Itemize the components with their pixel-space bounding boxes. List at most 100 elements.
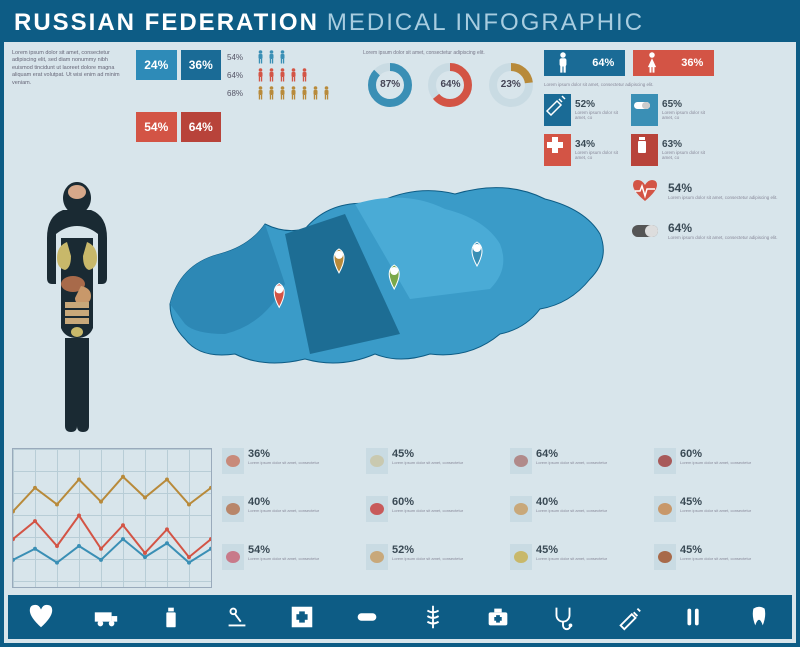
stat-box-2: 54% [136,112,177,142]
body-column [12,174,142,444]
people-row: 64% [227,68,357,82]
spleen-icon [654,448,676,474]
person-icon [301,86,308,100]
brain-icon [222,448,244,474]
cross-icon [544,134,571,166]
gender-male: 64% [544,50,625,76]
organ-stat: 36%Lorem ipsum dolor sit amet, consectet… [222,448,356,492]
heart-icon [628,174,662,208]
kidneys-icon [222,496,244,522]
organ-stat: 60%Lorem ipsum dolor sit amet, consectet… [366,496,500,540]
people-rows: 54% 64% 68% [227,50,357,170]
female-icon [644,52,660,74]
russia-map [150,174,620,404]
donut: 64% [426,61,474,109]
human-body-figure [17,174,137,444]
gender-sub: Lorem ipsum dolor sit amet, consectetur … [544,82,714,88]
med-mini: 34%Lorem ipsum dolor sit amet, co [544,134,627,166]
colon-icon [366,544,388,570]
organ-stat: 40%Lorem ipsum dolor sit amet, consectet… [222,496,356,540]
med-mini: 63%Lorem ipsum dolor sit amet, co [631,134,714,166]
organ-intestine-icon [65,302,89,324]
lower-row: 36%Lorem ipsum dolor sit amet, consectet… [4,444,796,588]
organ-stat: 54%Lorem ipsum dolor sit amet, consectet… [222,544,356,588]
donut: 87% [366,61,414,109]
stethoscope-icon [548,602,578,632]
right-column: 54%Lorem ipsum dolor sit amet, consectet… [628,174,788,444]
person-icon [268,68,275,82]
syringe-icon [544,94,571,126]
chart-series [13,539,211,563]
title-bold: RUSSIAN FEDERATION [14,9,319,37]
bladder-icon [510,544,532,570]
organ-stat: 52%Lorem ipsum dolor sit amet, consectet… [366,544,500,588]
chart-series [13,477,211,512]
person-icon [301,68,308,82]
donut-row: 87%64% 23% [363,61,538,109]
med-mini: 52%Lorem ipsum dolor sit amet, co [544,94,627,126]
chart-series [13,515,211,557]
male-icon [555,52,571,74]
stat-box-grid: 24% 36% 54% 64% [136,50,221,170]
person-icon [323,86,330,100]
med-mini: 65%Lorem ipsum dolor sit amet, co [631,94,714,126]
gender-male-pct: 64% [592,57,614,69]
person-icon [257,68,264,82]
capsule-icon [628,214,662,248]
hospital-icon [287,602,317,632]
organ-bladder-icon [71,327,83,337]
gender-female: 36% [633,50,714,76]
intro-text: Lorem ipsum dolor sit amet, consectetur … [12,50,130,170]
bottle-icon [156,602,186,632]
people-row: 54% [227,50,357,64]
syringe-icon [614,602,644,632]
heart-pct: 54% [668,181,788,195]
person-icon [279,68,286,82]
person-icon [290,68,297,82]
line-chart [12,448,212,588]
organ-brain-icon [68,185,86,199]
lungs-icon [510,448,532,474]
organ-stat: 64%Lorem ipsum dolor sit amet, consectet… [510,448,644,492]
pill-icon [631,94,658,126]
person-icon [312,86,319,100]
stomach-icon [654,496,676,522]
stat-box-1: 36% [181,50,222,80]
chart-column [12,448,212,588]
organ-stat: 60%Lorem ipsum dolor sit amet, consectet… [654,448,788,492]
caduceus-icon [418,602,448,632]
organ-stat: 40%Lorem ipsum dolor sit amet, consectet… [510,496,644,540]
gender-block: 64% 36% Lorem ipsum dolor sit amet, cons… [544,50,714,170]
pill-stat: 64%Lorem ipsum dolor sit amet, consectet… [628,214,788,248]
stat-box-0: 24% [136,50,177,80]
uterus-icon [222,544,244,570]
person-icon [268,50,275,64]
pill-icon [352,602,382,632]
person-icon [279,50,286,64]
person-icon [279,86,286,100]
title-thin: MEDICAL INFOGRAPHIC [327,9,644,37]
organ-stat: 45%Lorem ipsum dolor sit amet, consectet… [654,496,788,540]
donut-block: Lorem ipsum dolor sit amet, consectetur … [363,50,538,170]
intestine-icon [510,496,532,522]
person-icon [290,86,297,100]
tooth-icon [744,602,774,632]
top-row: Lorem ipsum dolor sit amet, consectetur … [4,42,796,174]
people-row: 68% [227,86,357,100]
tubes-icon [679,602,709,632]
organ-stat: 45%Lorem ipsum dolor sit amet, consectet… [366,448,500,492]
organ-grid: 36%Lorem ipsum dolor sit amet, consectet… [222,448,788,588]
med-mini-grid: 52%Lorem ipsum dolor sit amet, co65%Lore… [544,94,714,170]
organ-stat: 45%Lorem ipsum dolor sit amet, consectet… [510,544,644,588]
heart-icon [26,602,56,632]
map-column [150,174,620,444]
heart-icon [366,496,388,522]
bone-icon [366,448,388,474]
donut: 23% [487,61,535,109]
heart-stat: 54%Lorem ipsum dolor sit amet, consectet… [628,174,788,208]
donut-header: Lorem ipsum dolor sit amet, consectetur … [363,50,538,57]
pill-pct: 64% [668,221,788,235]
ambulance-icon [91,602,121,632]
microscope-icon [222,602,252,632]
person-icon [257,50,264,64]
